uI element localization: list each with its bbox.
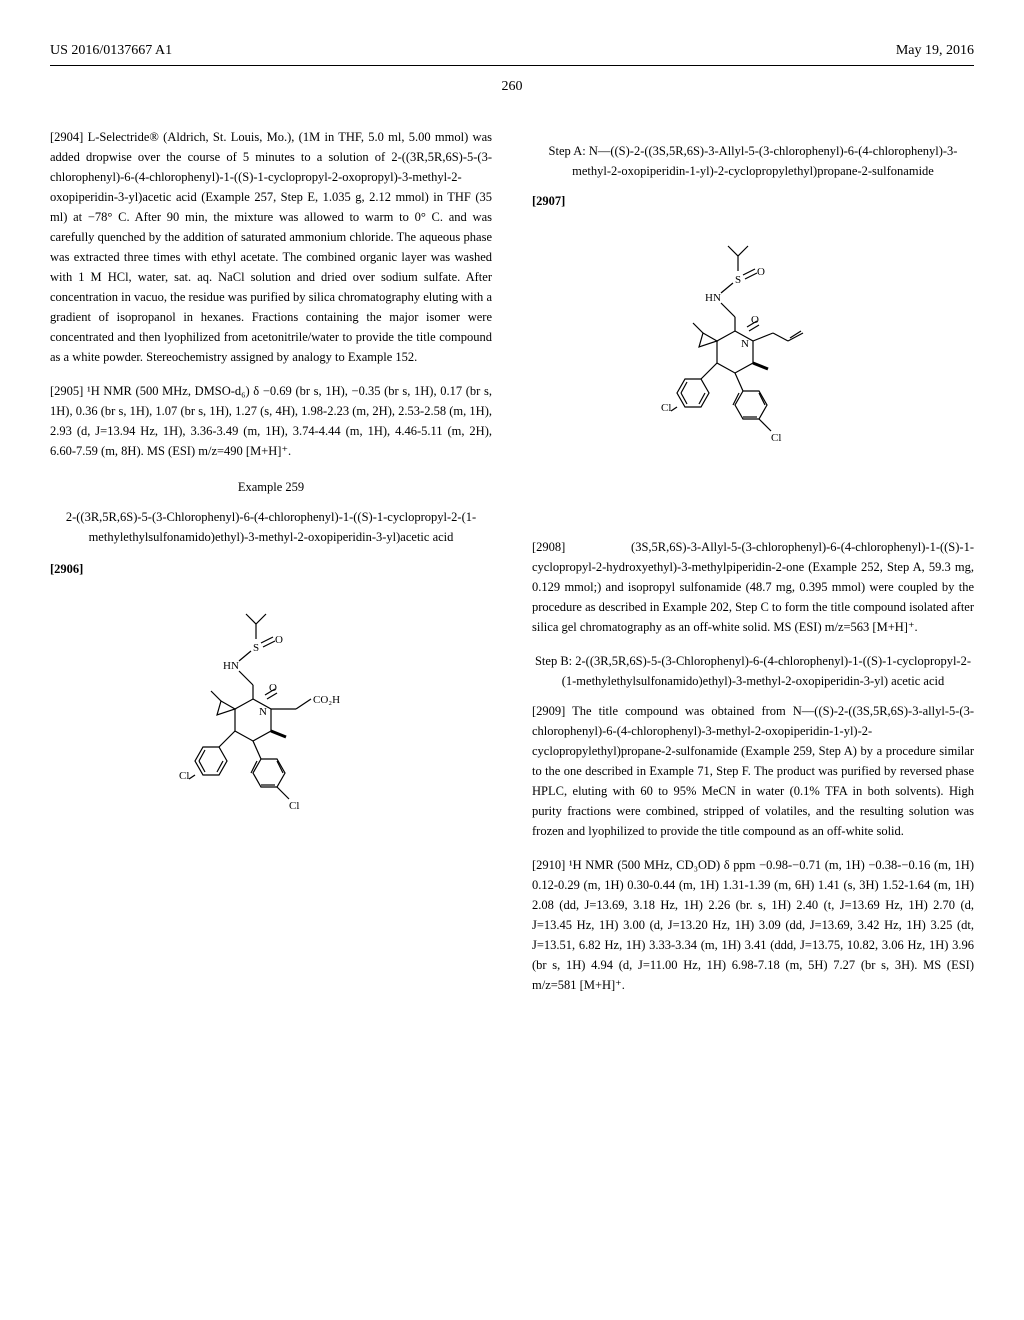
cl-label-2: Cl (289, 800, 299, 812)
publication-date: May 19, 2016 (896, 40, 974, 61)
paragraph-2910: [2910] ¹H NMR (500 MHz, CD₃OD) δ ppm −0.… (532, 855, 974, 995)
cl-label-3: Cl (661, 402, 671, 414)
cl-label-1: Cl (179, 770, 189, 782)
example-259-title: Example 259 (50, 477, 492, 497)
paragraph-2906: [2906] (50, 559, 492, 579)
s-label: S (253, 642, 259, 654)
n-label-2: N (741, 338, 749, 350)
o-label-1: O (275, 634, 283, 646)
paragraph-2904: [2904] L-Selectride® (Aldrich, St. Louis… (50, 127, 492, 367)
structure-1-svg: S O HN O N (161, 599, 381, 899)
paragraph-2909: [2909] The title compound was obtained f… (532, 701, 974, 841)
step-b-title: Step B: 2-((3R,5R,6S)-5-(3-Chlorophenyl)… (532, 651, 974, 691)
structure-2-svg: S O HN O N (643, 231, 863, 511)
page-header: US 2016/0137667 A1 May 19, 2016 (50, 40, 974, 61)
paragraph-2908: [2908] (3S,5R,6S)-3-Allyl-5-(3-chlorophe… (532, 537, 974, 637)
s-label-2: S (735, 274, 741, 286)
step-a-title: Step A: N—((S)-2-((3S,5R,6S)-3-Allyl-5-(… (532, 141, 974, 181)
chemical-structure-2: S O HN O N (532, 231, 974, 517)
co2h-label: CO₂H (313, 694, 340, 706)
two-column-layout: [2904] L-Selectride® (Aldrich, St. Louis… (50, 127, 974, 1009)
para-num-2906: [2906] (50, 562, 83, 576)
hn-label: HN (223, 660, 239, 672)
hn-label-2: HN (705, 292, 721, 304)
para-num-2907: [2907] (532, 194, 565, 208)
o-label-3: O (757, 266, 765, 278)
publication-number: US 2016/0137667 A1 (50, 40, 172, 61)
left-column: [2904] L-Selectride® (Aldrich, St. Louis… (50, 127, 492, 1009)
example-259-compound: 2-((3R,5R,6S)-5-(3-Chlorophenyl)-6-(4-ch… (50, 507, 492, 547)
paragraph-2905: [2905] ¹H NMR (500 MHz, DMSO-d₆) δ −0.69… (50, 381, 492, 461)
page-number: 260 (50, 76, 974, 97)
paragraph-2907: [2907] (532, 191, 974, 211)
n-label: N (259, 706, 267, 718)
right-column: Step A: N—((S)-2-((3S,5R,6S)-3-Allyl-5-(… (532, 127, 974, 1009)
chemical-structure-1: S O HN O N (50, 599, 492, 905)
cl-label-4: Cl (771, 432, 781, 444)
header-divider (50, 65, 974, 66)
